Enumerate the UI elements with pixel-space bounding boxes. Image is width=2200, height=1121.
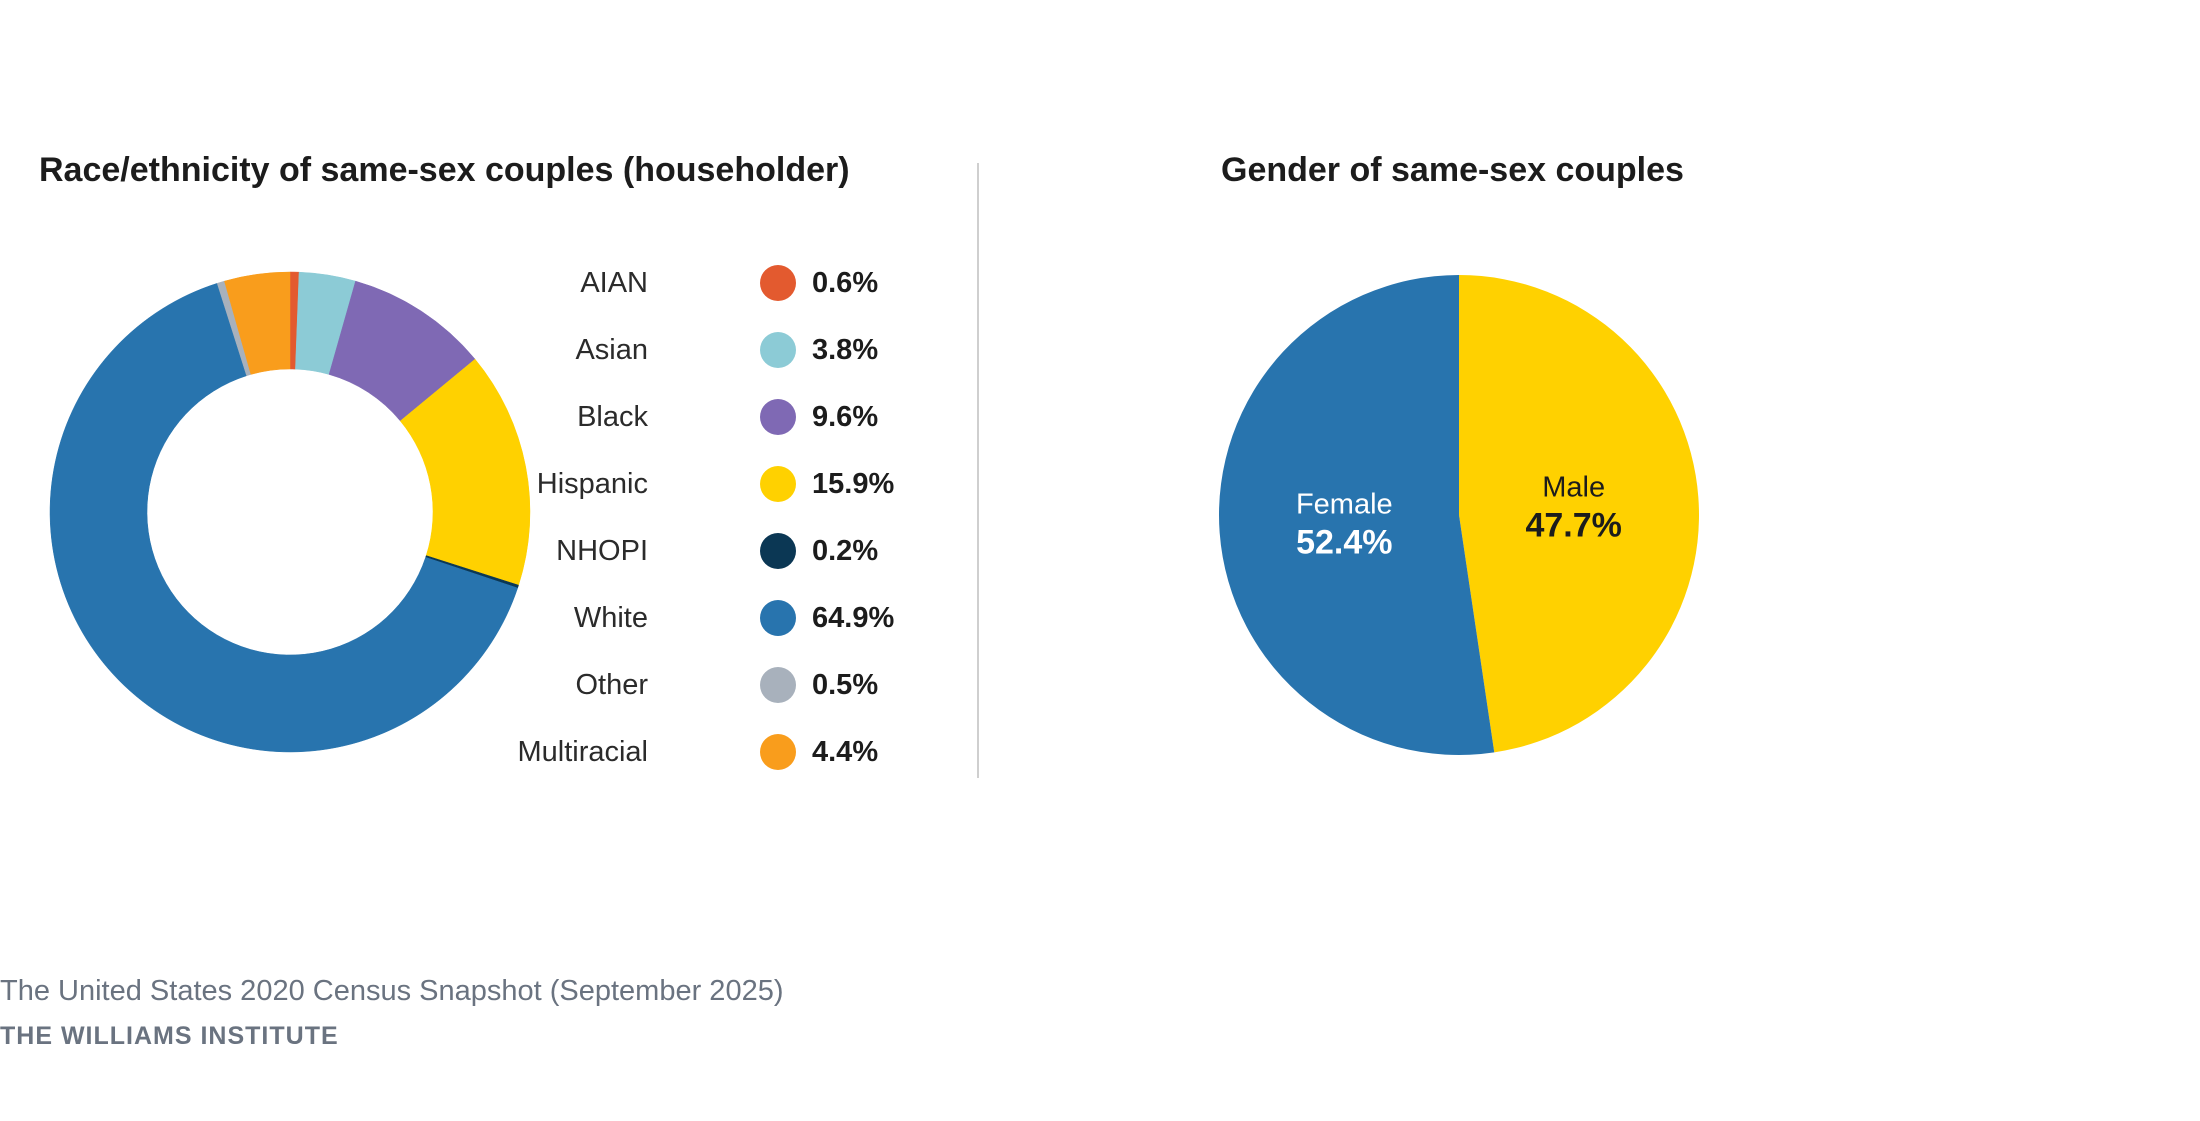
legend-item-multiracial: Multiracial 4.4% <box>517 727 960 794</box>
legend-item-nhopi: NHOPI 0.2% <box>556 526 960 593</box>
race-legend: AIAN 0.6% Asian 3.8% Black 9.6% Hispanic 15.9% N… <box>517 258 960 794</box>
race-donut-chart <box>49 271 531 753</box>
legend-label: Multiracial <box>517 736 648 768</box>
legend-value: 9.6% <box>812 401 879 433</box>
donut-slice-white <box>49 282 518 753</box>
legend-label: Black <box>577 401 648 433</box>
legend-label: Asian <box>575 334 648 366</box>
legend-label: Other <box>575 669 648 701</box>
legend-value: 0.5% <box>812 669 879 701</box>
pie-value-male: 47.7% <box>1525 507 1621 545</box>
legend-item-white: White 64.9% <box>560 593 960 660</box>
gender-chart-title: Gender of same-sex couples <box>1221 151 1684 189</box>
legend-swatch-black <box>760 399 796 435</box>
legend-label: Hispanic <box>536 468 648 500</box>
legend-swatch-other <box>760 667 796 703</box>
race-chart-title: Race/ethnicity of same-sex couples (hous… <box>39 151 850 189</box>
donut-slice-multiracial <box>224 271 291 375</box>
legend-item-aian: AIAN 0.6% <box>560 258 960 325</box>
legend-value: 0.6% <box>812 267 879 299</box>
pie-value-female: 52.4% <box>1296 523 1392 561</box>
legend-label: AIAN <box>580 267 648 299</box>
legend-swatch-hispanic <box>760 466 796 502</box>
legend-value: 0.2% <box>812 535 879 567</box>
legend-swatch-aian <box>760 265 796 301</box>
legend-swatch-asian <box>760 332 796 368</box>
legend-label: NHOPI <box>556 535 648 567</box>
legend-value: 15.9% <box>812 468 895 500</box>
legend-item-hispanic: Hispanic 15.9% <box>537 459 960 526</box>
legend-value: 64.9% <box>812 602 895 634</box>
chart-divider <box>977 163 979 778</box>
legend-item-other: Other 0.5% <box>560 660 960 727</box>
legend-item-asian: Asian 3.8% <box>560 325 960 392</box>
legend-item-black: Black 9.6% <box>560 392 960 459</box>
legend-label: White <box>573 602 648 634</box>
pie-slice-male <box>1459 275 1699 753</box>
legend-swatch-white <box>760 600 796 636</box>
legend-value: 4.4% <box>812 736 879 768</box>
footer-source: The United States 2020 Census Snapshot (… <box>0 975 784 1007</box>
legend-swatch-multiracial <box>760 734 796 770</box>
legend-value: 3.8% <box>812 334 879 366</box>
pie-label-male: Male <box>1542 472 1605 504</box>
legend-swatch-nhopi <box>760 533 796 569</box>
pie-label-female: Female <box>1296 488 1393 520</box>
pie-slice-female <box>1219 275 1495 755</box>
footer-organization: THE WILLIAMS INSTITUTE <box>0 1022 339 1050</box>
